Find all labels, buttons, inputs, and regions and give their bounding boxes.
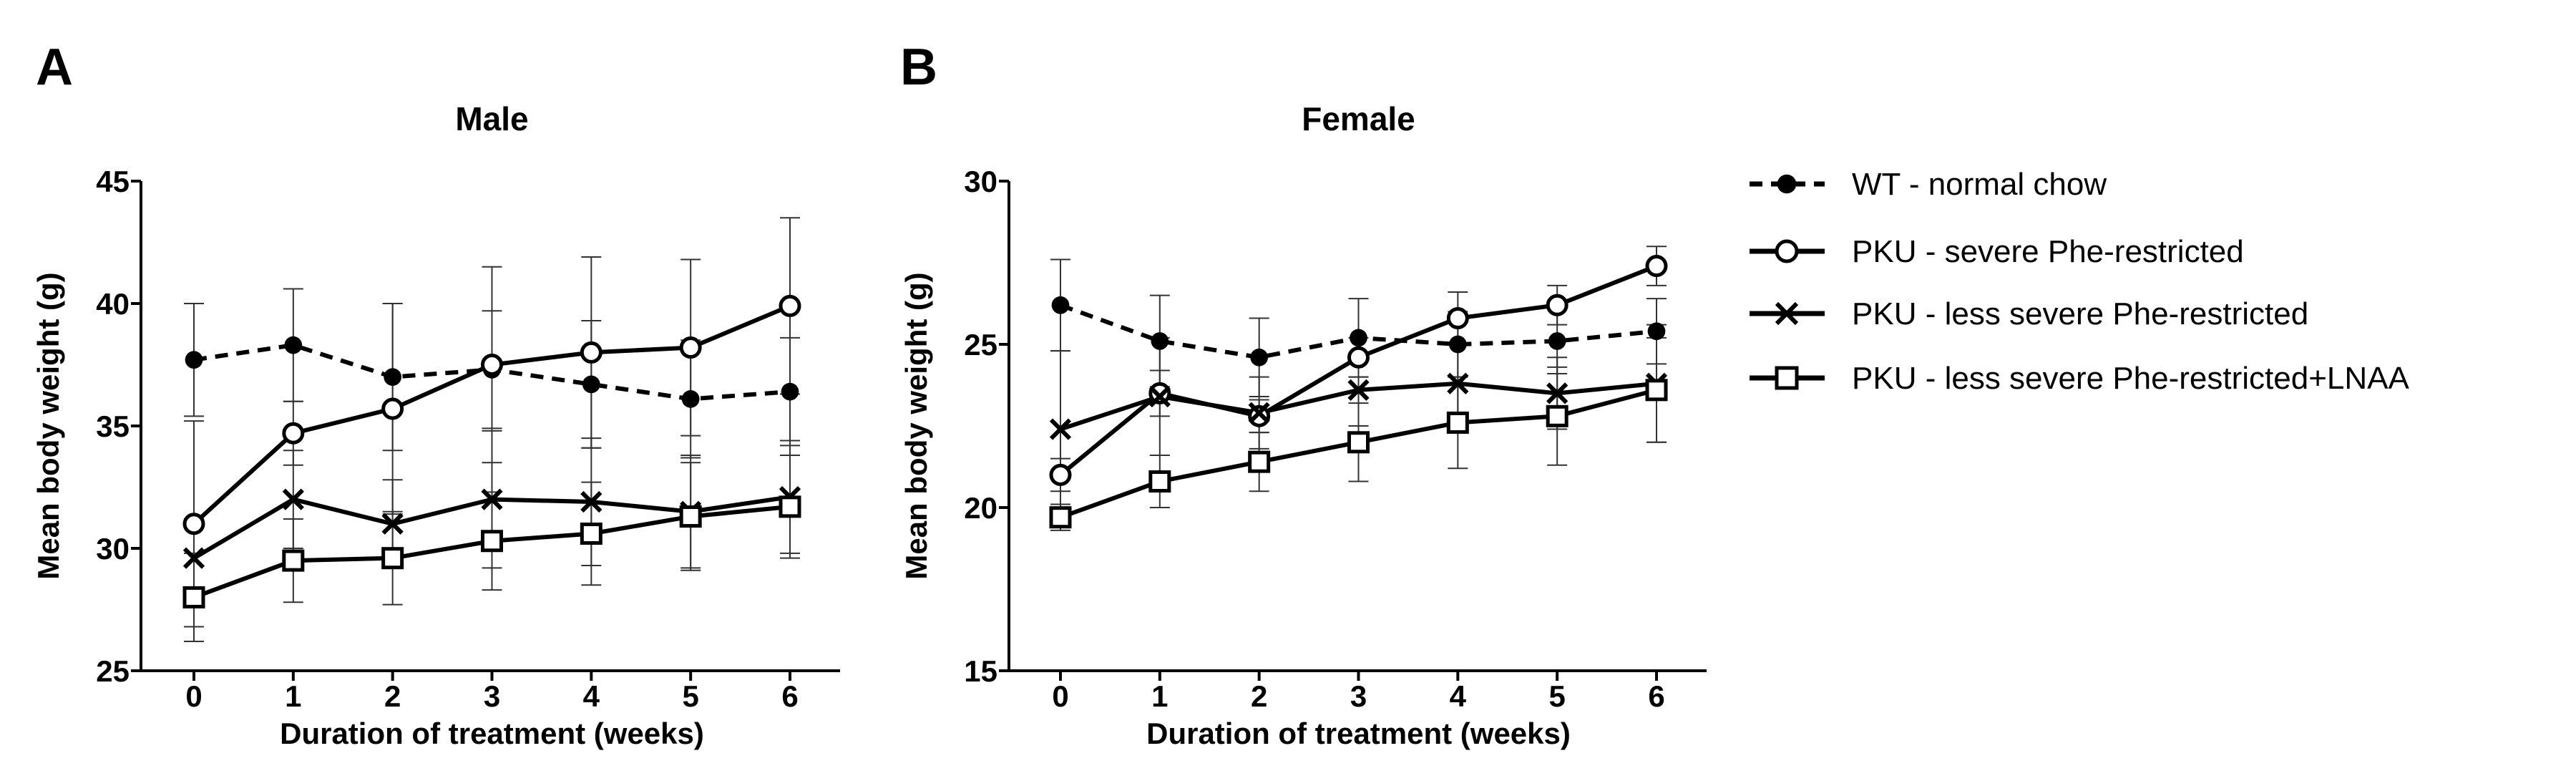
data-point-cross bbox=[182, 547, 205, 569]
data-point-cross bbox=[1049, 418, 1072, 440]
data-point-cross bbox=[381, 513, 404, 535]
data-point-open-circle bbox=[1347, 346, 1370, 369]
data-point-filled-circle bbox=[1548, 332, 1566, 350]
legend-item: PKU - less severe Phe-restricted bbox=[1852, 296, 2308, 331]
legend-item: WT - normal chow bbox=[1852, 167, 2107, 202]
x-tick-label: 4 bbox=[583, 679, 600, 713]
legend: WT - normal chow PKU - severe Phe-restric… bbox=[1750, 167, 2410, 396]
data-point-cross bbox=[282, 488, 304, 510]
x-tick-label: 3 bbox=[484, 679, 500, 713]
data-point-filled-circle bbox=[1350, 329, 1367, 347]
data-point-open-circle bbox=[1446, 307, 1469, 330]
data-point-open-square bbox=[1347, 431, 1370, 454]
data-point-cross bbox=[481, 488, 503, 510]
x-tick-label: 2 bbox=[1251, 679, 1267, 713]
y-tick-label: 15 bbox=[964, 654, 997, 688]
data-point-open-square bbox=[779, 495, 801, 518]
panel-female: B Female 15 20 25 30 0 1 2 3 4 5 6 Duration of treatm… bbox=[899, 39, 1707, 750]
x-tick-label: 2 bbox=[384, 679, 401, 713]
legend-item: PKU - less severe Phe-restricted+LNAA bbox=[1852, 361, 2410, 396]
y-tick-label: 45 bbox=[96, 165, 130, 198]
data-point-filled-circle bbox=[681, 390, 700, 408]
x-tick-label: 5 bbox=[682, 679, 698, 713]
x-tick-label: 4 bbox=[1450, 679, 1467, 713]
x-tick-label: 1 bbox=[285, 679, 301, 713]
data-point-filled-circle bbox=[1151, 332, 1169, 350]
data-point-open-circle bbox=[1546, 294, 1568, 316]
data-point-open-square bbox=[1645, 379, 1668, 402]
y-tick-label: 40 bbox=[96, 287, 130, 321]
data-point-filled-circle bbox=[1051, 296, 1070, 314]
data-point-open-circle bbox=[1049, 463, 1072, 486]
data-point-open-square bbox=[282, 549, 305, 572]
data-point-open-circle bbox=[282, 422, 305, 445]
data-point-cross bbox=[1148, 385, 1171, 408]
data-point-open-circle bbox=[1645, 255, 1668, 278]
legend-open-square-icon bbox=[1775, 366, 1799, 390]
data-point-filled-circle bbox=[1647, 322, 1666, 341]
data-point-open-square bbox=[679, 505, 702, 528]
y-tick-label: 20 bbox=[964, 491, 997, 525]
data-point-cross bbox=[1248, 402, 1270, 424]
data-point-open-circle bbox=[381, 397, 404, 420]
y-axis-label: Mean body weight (g) bbox=[899, 272, 933, 579]
data-point-open-circle bbox=[1248, 404, 1271, 427]
legend-item: PKU - severe Phe-restricted bbox=[1852, 234, 2244, 269]
x-tick-label: 5 bbox=[1548, 679, 1565, 713]
data-point-open-square bbox=[1446, 411, 1469, 434]
y-tick-label: 25 bbox=[964, 328, 997, 362]
data-point-cross bbox=[1447, 372, 1469, 394]
y-tick-label: 25 bbox=[96, 654, 130, 688]
legend-filled-circle-icon bbox=[1777, 174, 1797, 194]
legend-open-circle-icon bbox=[1775, 239, 1799, 263]
data-point-open-square bbox=[381, 547, 404, 570]
data-point-filled-circle bbox=[781, 382, 799, 401]
data-point-filled-circle bbox=[1250, 348, 1269, 367]
x-tick-label: 1 bbox=[1151, 679, 1168, 713]
data-point-cross bbox=[1546, 382, 1568, 404]
data-point-filled-circle bbox=[582, 375, 600, 394]
legend-cross-icon bbox=[1775, 301, 1799, 326]
data-point-open-square bbox=[1049, 506, 1072, 529]
chart-title: Female bbox=[1302, 100, 1415, 137]
x-tick-label: 6 bbox=[781, 679, 798, 713]
data-point-open-circle bbox=[679, 336, 702, 359]
data-point-cross bbox=[580, 490, 602, 513]
data-point-open-square bbox=[1148, 470, 1171, 493]
x-tick-label: 3 bbox=[1350, 679, 1367, 713]
data-point-filled-circle bbox=[284, 336, 303, 354]
data-point-open-circle bbox=[779, 294, 801, 317]
data-point-open-circle bbox=[1148, 382, 1171, 404]
y-tick-label: 30 bbox=[96, 532, 130, 566]
data-point-open-square bbox=[182, 586, 205, 608]
data-point-open-circle bbox=[182, 513, 205, 535]
data-point-filled-circle bbox=[1448, 335, 1467, 354]
data-point-open-square bbox=[1546, 404, 1568, 427]
data-point-open-square bbox=[580, 522, 602, 545]
x-tick-label: 6 bbox=[1648, 679, 1664, 713]
y-tick-label: 35 bbox=[96, 409, 130, 443]
data-point-open-square bbox=[1248, 450, 1271, 473]
x-tick-label: 0 bbox=[185, 679, 202, 713]
panel-label: A bbox=[36, 39, 73, 96]
data-point-open-square bbox=[481, 530, 503, 553]
data-point-open-circle bbox=[481, 354, 503, 376]
x-axis-label: Duration of treatment (weeks) bbox=[1146, 717, 1571, 750]
y-axis-label: Mean body weight (g) bbox=[31, 272, 65, 579]
data-point-open-circle bbox=[580, 341, 602, 364]
data-point-filled-circle bbox=[185, 351, 203, 369]
y-tick-label: 30 bbox=[964, 165, 997, 198]
x-axis-label: Duration of treatment (weeks) bbox=[280, 717, 704, 750]
chart-title: Male bbox=[455, 100, 528, 137]
data-point-filled-circle bbox=[384, 368, 402, 386]
data-point-cross bbox=[1347, 379, 1370, 401]
x-tick-label: 0 bbox=[1052, 679, 1068, 713]
panel-label: B bbox=[900, 39, 937, 96]
